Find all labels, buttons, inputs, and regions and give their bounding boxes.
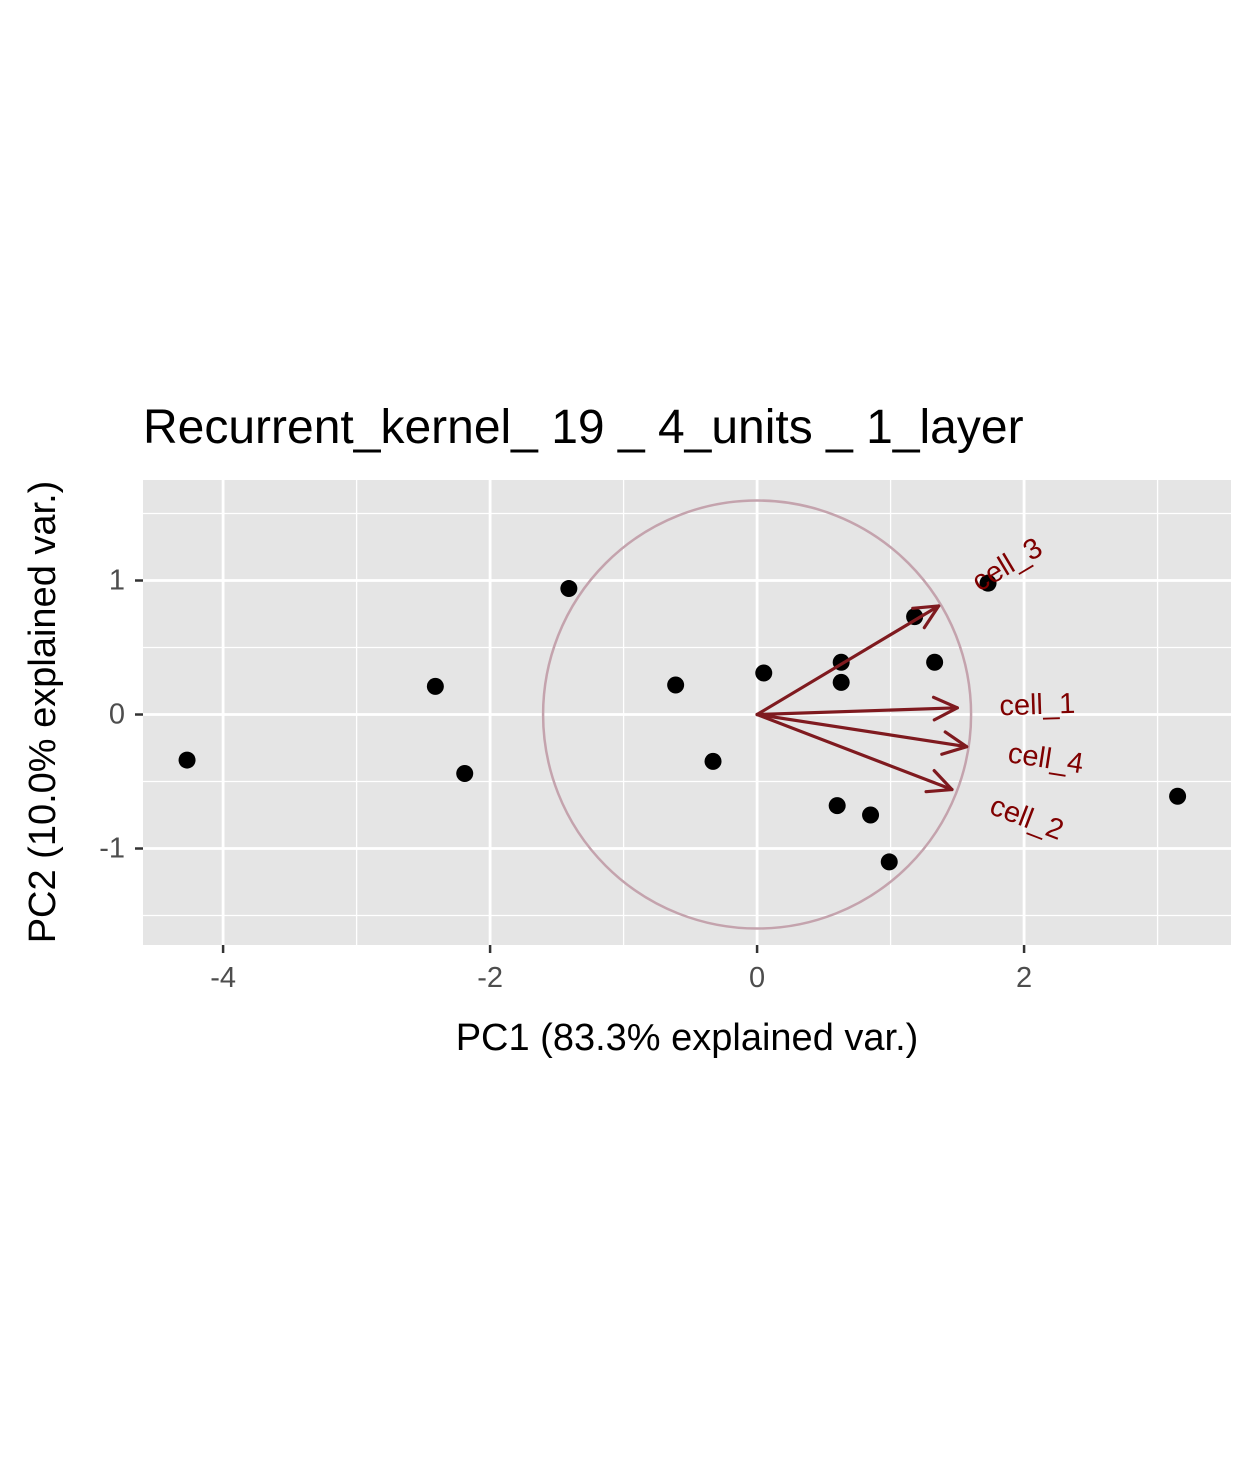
data-point xyxy=(828,797,846,815)
data-point xyxy=(426,677,444,695)
loading-arrows-layer xyxy=(755,604,969,794)
data-point xyxy=(832,673,850,691)
loading-arrow xyxy=(755,712,969,749)
y-axis-title: PC2 (10.0% explained var.) xyxy=(22,481,64,944)
loading-arrow xyxy=(755,712,954,792)
y-tick-label: 0 xyxy=(109,699,125,731)
minor-gridlines xyxy=(143,480,1231,945)
x-tick-label: 0 xyxy=(749,962,765,994)
arrowhead xyxy=(911,604,941,630)
y-axis: -1 0 1 xyxy=(99,565,143,865)
points-layer xyxy=(178,574,1187,871)
data-point xyxy=(704,752,722,770)
y-tick-label: 1 xyxy=(109,565,125,597)
data-point xyxy=(456,764,474,782)
data-point xyxy=(1169,787,1187,805)
data-point xyxy=(880,853,898,871)
loading-label: cell_1 xyxy=(999,688,1076,723)
arrowhead xyxy=(924,769,954,794)
arrowhead xyxy=(940,730,969,756)
data-point xyxy=(979,574,997,592)
loading-arrow xyxy=(755,706,959,717)
x-tick-label: -4 xyxy=(210,962,236,994)
x-tick-label: 2 xyxy=(1016,962,1032,994)
x-axis: -4 -2 0 2 xyxy=(210,945,1032,994)
data-point xyxy=(926,653,944,671)
correlation-circle xyxy=(541,499,973,930)
x-tick-label: -2 xyxy=(477,962,503,994)
data-point xyxy=(178,751,196,769)
arrowhead xyxy=(931,695,959,722)
data-point xyxy=(560,580,578,598)
plot-panel xyxy=(143,480,1231,945)
data-point xyxy=(862,806,880,824)
loading-arrow xyxy=(755,604,941,717)
data-point xyxy=(755,664,773,682)
data-point xyxy=(906,608,924,626)
y-tick-label: -1 xyxy=(99,833,125,865)
x-axis-title: PC1 (83.3% explained var.) xyxy=(456,1017,919,1059)
chart-title: Recurrent_kernel_ 19 _ 4_units _ 1_layer xyxy=(143,401,1024,454)
major-gridlines xyxy=(143,480,1231,945)
data-point xyxy=(667,676,685,694)
